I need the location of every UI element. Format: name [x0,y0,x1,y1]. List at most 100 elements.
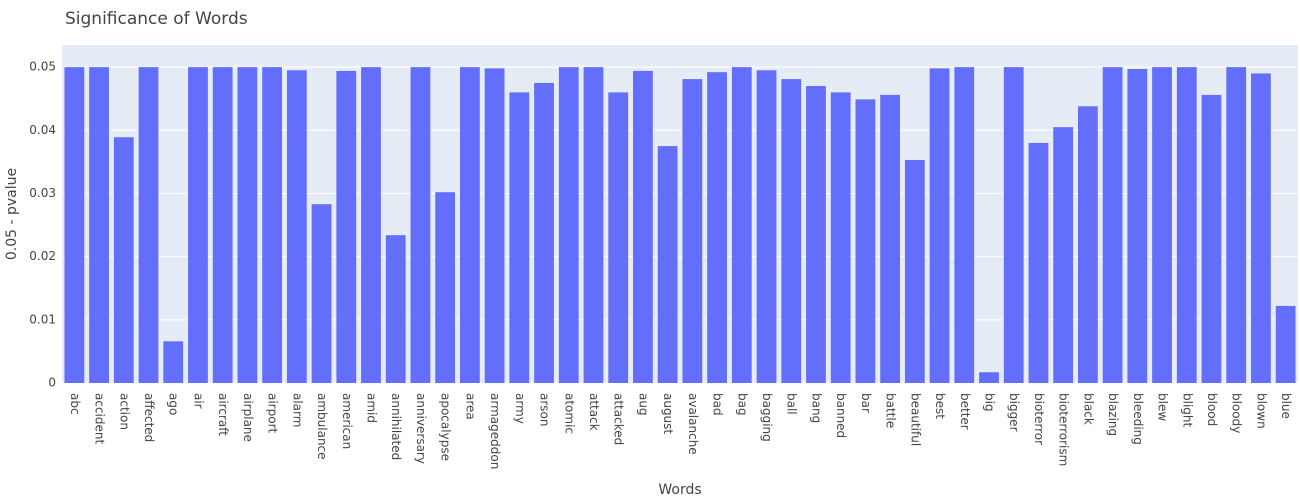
x-tick-label: blew [1156,393,1170,421]
x-tick-label: area [463,393,477,420]
x-tick-label: aug [636,393,650,416]
bar [756,70,777,383]
bar [188,67,208,383]
bar [633,70,653,383]
bar [459,67,480,383]
bar [361,67,381,383]
bar [435,192,456,383]
bar [113,137,134,383]
x-tick-label: apocalypse [439,393,453,461]
x-tick-label: blight [1180,393,1194,428]
x-tick-label: bleeding [1131,393,1145,445]
bar [1028,142,1049,383]
bar [1102,67,1123,383]
x-tick-label: american [340,393,354,449]
x-tick-label: bigger [1007,393,1021,432]
bar [1152,67,1172,383]
x-tick-label: arson [538,393,552,427]
x-tick-label: avalanche [686,393,700,455]
bar [1127,69,1148,383]
x-tick-label: battle [884,393,898,428]
x-tick-label: army [513,393,527,424]
bar [1251,73,1271,384]
y-tick-label: 0.01 [29,312,56,326]
x-axis-title: Words [658,482,701,498]
bar [880,94,901,383]
bar [311,204,332,383]
x-tick-label: ball [785,393,799,415]
bar [262,67,283,383]
x-tick-label: abc [68,393,82,415]
x-tick-label: aircraft [216,393,230,436]
x-tick-label: airplane [241,393,255,442]
bar [212,67,233,383]
bar [484,68,505,383]
x-tick-label: ago [167,393,181,415]
x-tick-label: armageddon [488,393,502,469]
bar [830,92,851,383]
x-tick-label: ambulance [315,393,329,460]
x-tick-label: black [1081,393,1095,425]
bar [237,67,258,383]
y-tick-label: 0.04 [29,123,56,137]
x-tick-label: attacked [612,393,626,445]
x-tick-label: better [958,393,972,430]
y-tick-label: 0.03 [29,186,56,200]
bar [1003,67,1024,383]
bar [138,67,159,383]
bar [1201,94,1222,383]
x-tick-label: banned [834,393,848,438]
x-tick-label: bagging [760,393,774,442]
x-tick-label: best [933,393,947,419]
x-tick-label: blazing [1106,393,1120,436]
bar [1275,305,1296,383]
x-tick-label: anniversary [414,393,428,464]
bar [682,79,703,383]
bar [534,82,554,383]
bar [954,67,975,383]
chart-title: Significance of Words [65,9,248,29]
bar [410,67,431,383]
x-tick-label: bad [711,393,725,416]
x-tick-label: affected [142,393,156,442]
bar [583,67,604,383]
bar [1176,67,1197,383]
bar [904,159,925,383]
bar [336,70,357,383]
x-tick-label: airport [266,393,280,434]
x-tick-label: beautiful [908,393,922,446]
x-tick-label: bioterror [1032,393,1046,445]
bar [806,86,826,383]
x-tick-label: bar [859,393,873,413]
x-tick-label: action [117,393,131,430]
bar [1053,127,1074,383]
x-tick-label: bang [809,393,823,423]
x-tick-label: atomic [562,393,576,434]
x-tick-label: air [191,393,205,409]
x-tick-label: amid [365,393,379,423]
x-tick-label: august [661,393,675,434]
bar [1226,67,1247,383]
bar [163,341,184,383]
x-tick-label: bioterrorism [1057,393,1071,466]
x-tick-label: accident [93,393,107,444]
x-tick-label: bloody [1230,393,1244,433]
x-tick-label: blown [1254,393,1268,429]
bar [385,235,406,383]
y-tick-label: 0.02 [29,249,56,263]
x-tick-label: blood [1205,393,1219,426]
bar [929,68,950,383]
x-tick-label: big [983,393,997,412]
y-axis-title: 0.05 - pvalue [4,168,20,260]
bar [781,79,802,383]
bar [608,92,629,383]
bar [558,67,579,383]
x-tick-label: annihilated [389,393,403,460]
bar [509,92,530,383]
bar [1077,106,1098,384]
bar [64,67,85,383]
x-tick-label: alarm [290,393,304,427]
x-tick-label: bag [735,393,749,416]
y-tick-label: 0 [48,376,56,390]
